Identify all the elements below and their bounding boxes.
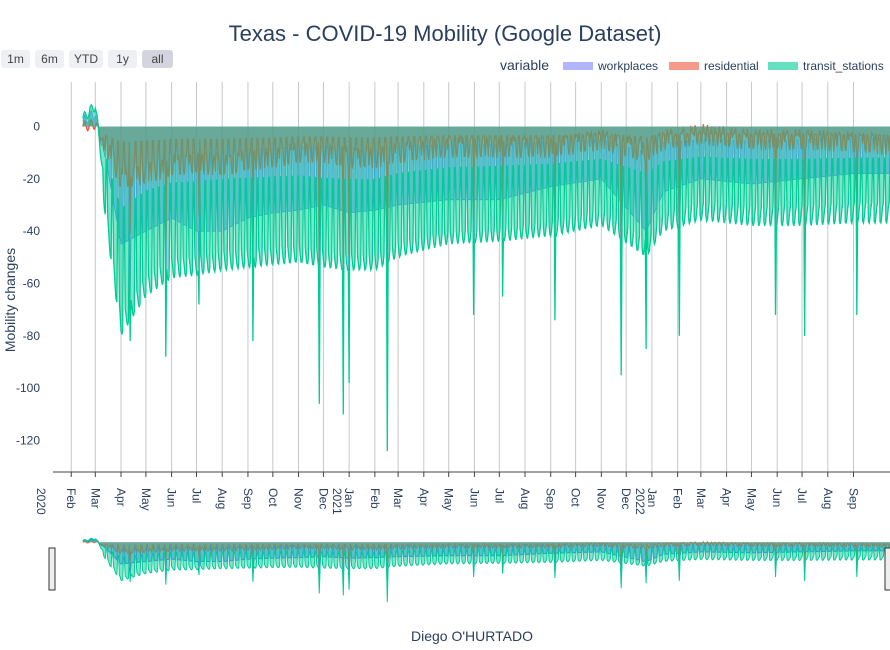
legend-title: variable xyxy=(500,57,549,73)
x-tick-label: Feb xyxy=(671,488,685,509)
chart-title: Texas - COVID-19 Mobility (Google Datase… xyxy=(229,21,662,46)
x-year-label: 2022 xyxy=(633,488,647,515)
y-tick-label: -120 xyxy=(16,434,40,448)
x-axis-title: Diego O'HURTADO xyxy=(411,628,533,644)
rangeslider-handle-left[interactable] xyxy=(48,547,56,591)
range-button-1y[interactable]: 1y xyxy=(108,50,137,68)
x-tick-label: Feb xyxy=(64,488,78,509)
y-tick-label: -20 xyxy=(23,172,41,186)
y-axis-title: Mobility changes xyxy=(2,248,18,352)
y-tick-label: -60 xyxy=(23,277,41,291)
legend-label-residential[interactable]: residential xyxy=(704,59,759,73)
range-button-all[interactable]: all xyxy=(142,50,173,68)
range-button-ytd[interactable]: YTD xyxy=(69,50,103,68)
legend-swatch-residential[interactable] xyxy=(669,62,699,70)
x-tick-label: Jun xyxy=(165,488,179,507)
x-tick-label: Apr xyxy=(114,488,128,507)
x-tick-label: Apr xyxy=(720,488,734,507)
y-tick-label: 0 xyxy=(33,119,40,133)
x-tick-label: Dec xyxy=(619,488,633,509)
x-tick-label: Sep xyxy=(241,488,255,510)
slider-area-transit-stations xyxy=(82,538,890,603)
x-tick-label: May xyxy=(139,488,153,511)
x-tick-label: Feb xyxy=(368,488,382,509)
x-year-label: 2020 xyxy=(34,488,48,515)
legend-label-transit-stations[interactable]: transit_stations xyxy=(803,59,884,73)
x-tick-label: Aug xyxy=(821,488,835,509)
y-tick-label: -100 xyxy=(16,381,40,395)
x-year-label: 2021 xyxy=(330,488,344,515)
legend-swatch-transit-stations[interactable] xyxy=(768,62,798,70)
x-tick-label: Jul xyxy=(795,488,809,503)
x-tick-label: Nov xyxy=(292,488,306,509)
x-tick-label: May xyxy=(442,488,456,511)
legend-label-workplaces[interactable]: workplaces xyxy=(597,59,658,73)
x-tick-label: Mar xyxy=(694,488,708,509)
slider-line-transit-stations xyxy=(82,537,890,603)
x-tick-label: Aug xyxy=(518,488,532,509)
x-tick-label: Jan xyxy=(342,488,356,507)
x-tick-label: Jan xyxy=(645,488,659,507)
x-tick-label: Aug xyxy=(215,488,229,509)
x-tick-label: Nov xyxy=(594,488,608,509)
legend-swatch-workplaces[interactable] xyxy=(563,62,593,70)
x-tick-label: Sep xyxy=(544,488,558,510)
x-tick-label: Jul xyxy=(190,488,204,503)
rangeslider-handle-right[interactable] xyxy=(884,547,890,591)
x-tick-label: Jun xyxy=(467,488,481,507)
line-transit-stations xyxy=(82,103,890,452)
y-tick-label: -40 xyxy=(23,224,41,238)
x-tick-label: Sep xyxy=(847,488,861,510)
x-tick-label: Oct xyxy=(266,488,280,507)
x-tick-label: May xyxy=(744,488,758,511)
x-tick-label: Apr xyxy=(417,488,431,507)
x-tick-label: Jun xyxy=(770,488,784,507)
x-tick-label: Oct xyxy=(569,488,583,507)
x-tick-label: Dec xyxy=(316,488,330,509)
x-tick-label: Jul xyxy=(492,488,506,503)
range-button-6m[interactable]: 6m xyxy=(35,50,64,68)
y-tick-label: -80 xyxy=(23,329,41,343)
x-tick-label: Mar xyxy=(88,488,102,509)
area-transit-stations xyxy=(82,104,890,452)
x-tick-label: Mar xyxy=(391,488,405,509)
range-button-1m[interactable]: 1m xyxy=(1,50,30,68)
